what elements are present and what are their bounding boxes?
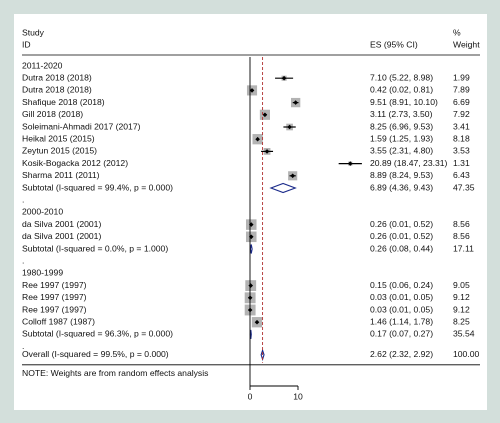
row-label: Shafique 2018 (2018) — [22, 97, 105, 107]
es-label: 8.25 (6.96, 9.53) — [370, 121, 433, 131]
weight-label: 17.11 — [453, 243, 474, 253]
es-label: 0.26 (0.08, 0.44) — [370, 243, 433, 253]
row-label: Subtotal (I-squared = 0.0%, p = 1.000) — [22, 243, 168, 253]
weight-label: 3.41 — [453, 121, 470, 131]
es-label: 20.89 (18.47, 23.31) — [370, 158, 448, 168]
note: NOTE: Weights are from random effects an… — [22, 368, 208, 378]
row-label: Gill 2018 (2018) — [22, 109, 83, 119]
id-header: ID — [22, 39, 31, 49]
weight-label: 100.00 — [453, 349, 480, 359]
row-label: Ree 1997 (1997) — [22, 280, 87, 290]
row-label: Ree 1997 (1997) — [22, 304, 87, 314]
weight-label: 8.56 — [453, 231, 470, 241]
row-label: Soleimani-Ahmadi 2017 (2017) — [22, 121, 141, 131]
group-title: 1980-1999 — [22, 268, 63, 278]
subtotal-diamond — [249, 329, 252, 339]
weight-label: 9.05 — [453, 280, 470, 290]
weight-label: 8.18 — [453, 133, 470, 143]
x-tick-label: 10 — [293, 391, 303, 401]
es-label: 0.26 (0.01, 0.52) — [370, 231, 433, 241]
row-label: Kosik-Bogacka 2012 (2012) — [22, 158, 128, 168]
subtotal-diamond — [269, 182, 297, 194]
point-estimate — [293, 100, 298, 105]
weight-label: 3.53 — [453, 146, 470, 156]
plot-panel — [14, 14, 487, 410]
es-label: 1.46 (1.14, 1.78) — [370, 316, 433, 326]
row-label: da Silva 2001 (2001) — [22, 219, 101, 229]
point-estimate — [264, 149, 270, 154]
group-title: 2000-2010 — [22, 207, 63, 217]
point-estimate — [248, 222, 254, 227]
point-estimate — [347, 161, 353, 166]
es-label: 0.03 (0.01, 0.05) — [370, 292, 433, 302]
es-label: 0.26 (0.01, 0.52) — [370, 219, 433, 229]
es-label: 7.10 (5.22, 8.98) — [370, 72, 433, 82]
row-label: da Silva 2001 (2001) — [22, 231, 101, 241]
es-label: 0.03 (0.01, 0.05) — [370, 304, 433, 314]
separator: . — [22, 341, 24, 351]
x-tick-label: 0 — [248, 391, 253, 401]
point-estimate — [249, 88, 255, 93]
row-label: Subtotal (I-squared = 96.3%, p = 0.000) — [22, 329, 173, 339]
es-label: 0.42 (0.02, 0.81) — [370, 85, 433, 95]
weight-label: 8.25 — [453, 316, 470, 326]
point-estimate — [281, 75, 287, 81]
row-label: Overall (I-squared = 99.5%, p = 0.000) — [22, 349, 169, 359]
weight-label: 8.56 — [453, 219, 470, 229]
es-header: ES (95% CI) — [370, 39, 418, 49]
es-label: 1.59 (1.25, 1.93) — [370, 133, 433, 143]
weight-label: 6.43 — [453, 170, 470, 180]
point-estimate — [262, 112, 268, 118]
row-label: Ree 1997 (1997) — [22, 292, 87, 302]
es-label: 0.17 (0.07, 0.27) — [370, 329, 433, 339]
row-label: Sharma 2011 (2011) — [22, 170, 100, 180]
point-estimate — [290, 173, 295, 179]
es-label: 0.15 (0.06, 0.24) — [370, 280, 433, 290]
row-label: Colloff 1987 (1987) — [22, 316, 95, 326]
point-estimate — [255, 136, 260, 142]
es-label: 8.89 (8.24, 9.53) — [370, 170, 433, 180]
row-label: Dutra 2018 (2018) — [22, 85, 92, 95]
weight-label: 9.12 — [453, 304, 470, 314]
weight-label: 1.99 — [453, 72, 470, 82]
weight-label: 1.31 — [453, 158, 470, 168]
row-label: Subtotal (I-squared = 99.4%, p = 0.000) — [22, 182, 173, 192]
study-header: Study — [22, 27, 45, 37]
subtotal-diamond — [249, 244, 253, 254]
separator: . — [22, 255, 24, 265]
es-label: 3.55 (2.31, 4.80) — [370, 146, 433, 156]
row-label: Zeytun 2015 (2015) — [22, 146, 97, 156]
es-label: 9.51 (8.91, 10.10) — [370, 97, 438, 107]
es-label: 6.89 (4.36, 9.43) — [370, 182, 433, 192]
point-estimate — [254, 319, 260, 325]
weight-label: 6.69 — [453, 97, 470, 107]
row-label: Heikal 2015 (2015) — [22, 133, 95, 143]
weight-label: 47.35 — [453, 182, 475, 192]
group-title: 2011-2020 — [22, 60, 63, 70]
weight-label: 9.12 — [453, 292, 470, 302]
weight-label: 7.89 — [453, 85, 470, 95]
row-label: Dutra 2018 (2018) — [22, 72, 92, 82]
pct-header: % — [453, 27, 461, 37]
separator: . — [22, 194, 24, 204]
point-estimate — [248, 234, 254, 240]
weight-header: Weight — [453, 39, 480, 49]
weight-label: 7.92 — [453, 109, 470, 119]
es-label: 2.62 (2.32, 2.92) — [370, 349, 433, 359]
es-label: 3.11 (2.73, 3.50) — [370, 109, 433, 119]
weight-label: 35.54 — [453, 329, 475, 339]
point-estimate — [287, 124, 292, 130]
